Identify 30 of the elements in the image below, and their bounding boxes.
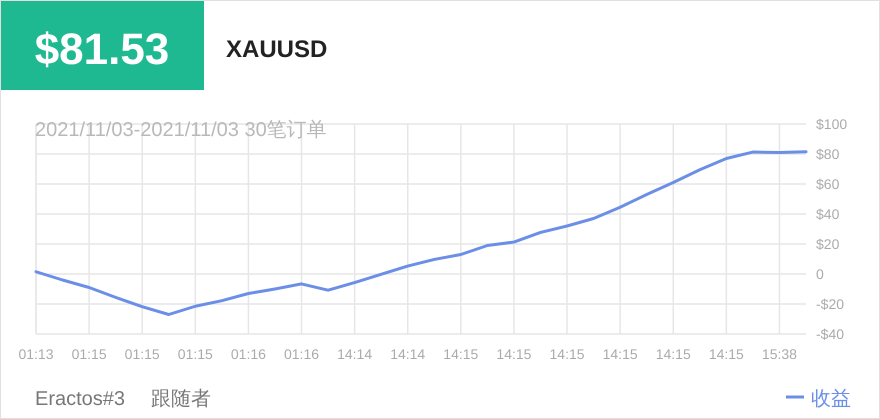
y-tick-label: $80 — [816, 146, 840, 162]
legend-label: 收益 — [811, 388, 851, 410]
x-tick-label: 01:16 — [284, 346, 320, 362]
y-tick-label: $100 — [816, 116, 848, 132]
x-tick-label: 01:15 — [178, 346, 214, 362]
chart-title: XAUUSD — [226, 36, 328, 63]
text: 跟随者 — [151, 388, 211, 410]
x-tick-label: 01:13 — [18, 346, 54, 362]
y-tick-label: $40 — [816, 206, 840, 222]
x-tick-label: 01:15 — [124, 346, 160, 362]
x-tick-label: 14:15 — [496, 346, 532, 362]
text: Eractos#3 — [35, 388, 126, 410]
text: $81.53 — [34, 25, 170, 74]
x-tick-label: 15:38 — [762, 346, 798, 362]
y-tick-label: $20 — [816, 236, 840, 252]
x-tick-label: 14:15 — [602, 346, 638, 362]
line-series — [34, 150, 808, 316]
x-tick-label: 01:16 — [230, 346, 266, 362]
x-tick-label: 14:15 — [443, 346, 479, 362]
x-tick-label: 14:14 — [337, 346, 372, 362]
y-tick-label: -$40 — [816, 326, 844, 342]
x-tick-label: 14:14 — [390, 346, 426, 362]
x-tick-label: 14:15 — [708, 346, 744, 362]
y-tick-label: 0 — [816, 266, 824, 282]
x-tick-label: 01:15 — [72, 346, 107, 362]
x-tick-label: 14:15 — [550, 346, 585, 362]
y-tick-label: $60 — [816, 176, 840, 192]
y-tick-label: -$20 — [816, 296, 844, 312]
chart-subtitle: 2021/11/03-2021/11/03 30笔订单 — [35, 119, 327, 141]
x-tick-label: 14:15 — [656, 346, 691, 362]
